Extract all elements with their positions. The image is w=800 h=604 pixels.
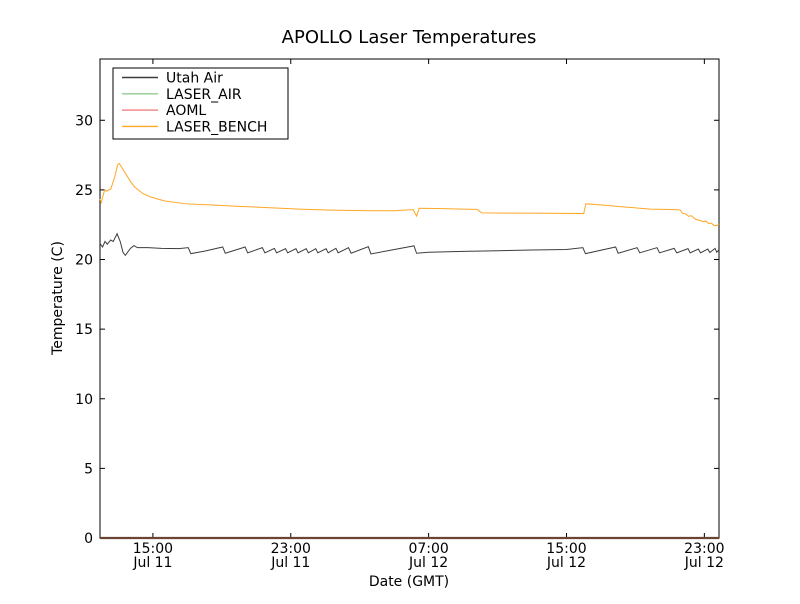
x-tick-label-time: 23:00 [684, 541, 724, 557]
x-tick-label-date: Jul 12 [546, 555, 586, 571]
y-tick-label: 30 [75, 113, 93, 129]
legend-label-utah-air: Utah Air [166, 71, 223, 87]
y-tick-label: 20 [75, 253, 93, 269]
x-tick-label-time: 07:00 [408, 541, 448, 557]
legend-label-aoml: AOML [166, 103, 206, 119]
legend-box [112, 67, 289, 140]
x-tick-label-date: Jul 12 [408, 555, 448, 571]
x-axis-label: Date (GMT) [369, 574, 449, 590]
y-tick-label: 5 [84, 461, 93, 477]
y-tick-label: 0 [84, 531, 93, 547]
legend-label-laser-bench: LASER_BENCH [166, 119, 267, 135]
chart-title: APOLLO Laser Temperatures [282, 27, 537, 48]
x-tick-label-time: 15:00 [133, 541, 173, 557]
x-tick-label-date: Jul 11 [132, 555, 172, 571]
legend-label-laser-air: LASER_AIR [166, 87, 242, 103]
x-tick-label-time: 15:00 [546, 541, 586, 557]
y-axis-label: Temperature (C) [50, 241, 66, 356]
y-tick-label: 10 [75, 392, 93, 408]
y-tick-label: 25 [75, 183, 93, 199]
y-tick-label: 15 [75, 322, 93, 338]
x-tick-label-date: Jul 11 [270, 555, 310, 571]
series-line-laser-bench [99, 162, 720, 227]
series-line-utah-air [99, 232, 720, 257]
x-tick-label-date: Jul 12 [684, 555, 724, 571]
x-tick-label-time: 23:00 [271, 541, 311, 557]
